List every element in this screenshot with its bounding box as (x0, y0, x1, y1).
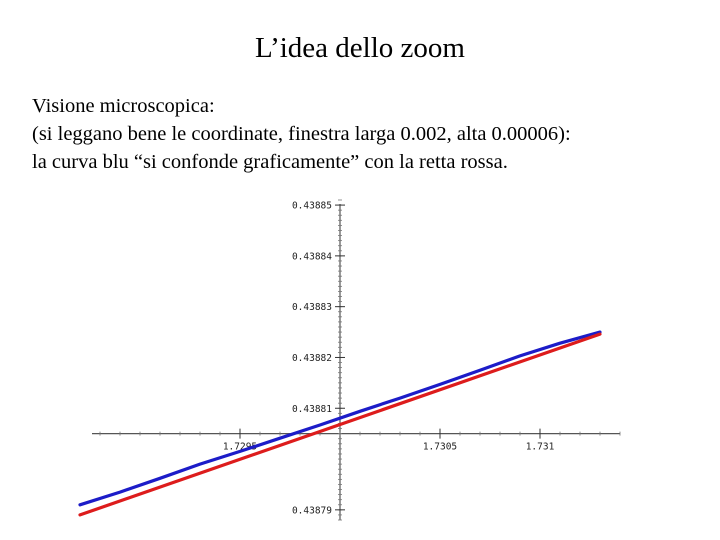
y-tick-label: 0.43882 (292, 353, 332, 364)
body-line-3: la curva blu “si confonde graficamente” … (32, 151, 508, 173)
y-tick-label: 0.43885 (292, 201, 332, 212)
blue-curve (78, 330, 602, 507)
slide-body: Visione microscopica: (si leggano bene l… (32, 92, 712, 176)
y-tick-label: 0.43883 (292, 302, 332, 313)
body-line-2: (si leggano bene le coordinate, finestra… (32, 123, 571, 145)
x-tick-label: 1.7295 (223, 442, 257, 453)
body-line-1: Visione microscopica: (32, 95, 215, 117)
red-line (78, 332, 602, 517)
y-tick-label: 0.43879 (292, 505, 332, 516)
x-tick-label: 1.7305 (423, 442, 457, 453)
x-tick-label: 1.731 (526, 442, 555, 453)
y-tick-label: 0.43884 (292, 251, 332, 262)
y-tick-label: 0.43881 (292, 404, 332, 415)
slide-title: L’idea dello zoom (255, 32, 465, 64)
